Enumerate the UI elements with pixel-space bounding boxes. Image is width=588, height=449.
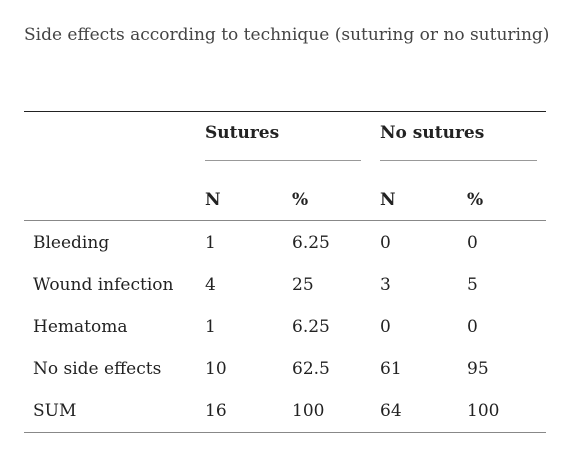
cell: 6.25	[292, 317, 330, 337]
row-label: Wound infection	[33, 275, 174, 295]
cell: 5	[467, 275, 478, 295]
cell: 25	[292, 275, 314, 295]
bottom-rule	[24, 432, 546, 433]
header-rule	[24, 220, 546, 221]
group-rule	[380, 160, 537, 161]
table-title: Side effects according to technique (sut…	[24, 25, 550, 45]
cell: 0	[380, 233, 391, 253]
column-header: %	[292, 190, 309, 210]
cell: 100	[292, 401, 325, 421]
cell: 4	[205, 275, 216, 295]
group-header: Sutures	[205, 123, 280, 143]
cell: 1	[205, 317, 216, 337]
group-header: No sutures	[380, 123, 485, 143]
row-label: Hematoma	[33, 317, 128, 337]
cell: 0	[467, 233, 478, 253]
cell: 6.25	[292, 233, 330, 253]
cell: 0	[380, 317, 391, 337]
cell: 62.5	[292, 359, 330, 379]
row-label: No side effects	[33, 359, 162, 379]
cell: 0	[467, 317, 478, 337]
row-label: Bleeding	[33, 233, 110, 253]
cell: 95	[467, 359, 489, 379]
top-rule	[24, 111, 546, 112]
group-rule	[205, 160, 361, 161]
column-header: N	[380, 190, 396, 210]
row-label: SUM	[33, 401, 77, 421]
column-header: N	[205, 190, 221, 210]
cell: 1	[205, 233, 216, 253]
cell: 100	[467, 401, 500, 421]
cell: 64	[380, 401, 402, 421]
column-header: %	[467, 190, 484, 210]
cell: 16	[205, 401, 227, 421]
cell: 61	[380, 359, 402, 379]
cell: 3	[380, 275, 391, 295]
cell: 10	[205, 359, 227, 379]
